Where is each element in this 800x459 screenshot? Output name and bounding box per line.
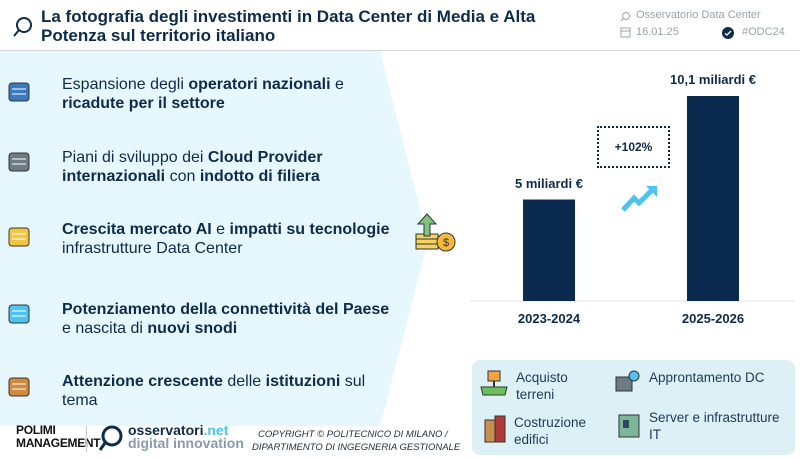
page-title: La fotografia degli investimenti in Data…: [41, 7, 536, 45]
driver-text: e nascita di: [62, 320, 148, 337]
ai-lightbulb-icon: [6, 225, 32, 251]
driver-text: Espansione degli: [62, 76, 189, 93]
bar-data-label: 5 miliardi €: [515, 175, 583, 191]
magnifier-logo-icon: [13, 17, 32, 37]
copyright-line-1: COPYRIGHT © POLITECNICO DI MILANO /: [258, 429, 448, 440]
driver-text: con: [165, 168, 200, 185]
osservatori-logo: osservatori.net digital innovation: [128, 422, 244, 451]
driver-highlight: operatori nazionali: [188, 76, 331, 93]
money-growth-icon: $: [415, 213, 456, 252]
copyright-line-2: DIPARTIMENTO DI INGEGNERIA GESTIONALE: [252, 442, 461, 453]
server-rack-icon: [6, 80, 32, 106]
bar-2025-2026: [687, 96, 739, 301]
date: 16.01.25: [636, 26, 679, 38]
bar-2023-2024: [523, 199, 575, 301]
land-purchase-icon: [480, 370, 508, 396]
legend-item-dc-setup: Approntamento DC: [649, 370, 765, 385]
hashtag[interactable]: #ODC24: [742, 26, 785, 38]
cloud-servers-icon: [6, 150, 32, 176]
legend-item-servers: Server e infrastrutture IT: [649, 410, 780, 442]
trend-up-arrow-icon: [621, 186, 657, 212]
x-tick-label: 2023-2024: [517, 311, 581, 326]
magnifier-small-icon: [620, 12, 630, 22]
driver-highlight: Cloud Provider internazionali: [62, 149, 323, 185]
driver-highlight: impatti su tecnologie: [229, 221, 390, 238]
legend-item-construction: Costruzione edifici: [514, 415, 587, 447]
driver-text: infrastrutture Data Center: [62, 240, 243, 257]
driver-highlight: Attenzione crescente: [62, 373, 223, 390]
driver-highlight: ricadute per il settore: [62, 95, 225, 112]
server-board-icon: [618, 414, 640, 438]
driver-item: Piani di sviluppo dei Cloud Provider int…: [62, 148, 392, 186]
calendar-icon: [620, 27, 631, 38]
observatory-name: Osservatorio Data Center: [636, 9, 761, 21]
legend-item-land: Acquisto terreni: [516, 370, 568, 402]
driver-highlight: indotto di filiera: [199, 168, 320, 185]
svg-text:$: $: [443, 237, 449, 249]
driver-text: sul tema: [62, 373, 366, 409]
driver-item: Attenzione crescente delle istituzioni s…: [62, 372, 392, 410]
investment-bar-chart: [470, 96, 795, 302]
footer-divider: [86, 426, 87, 452]
driver-text: e: [330, 76, 344, 93]
driver-item: Potenziamento della connettività del Pae…: [62, 300, 392, 338]
building-construction-icon: [484, 415, 506, 443]
osservatori-logo-icon: [98, 425, 123, 451]
driver-highlight: Potenziamento della connettività del Pae…: [62, 301, 390, 318]
driver-highlight: nuovi snodi: [147, 320, 238, 337]
driver-text: e: [211, 221, 230, 238]
driver-highlight: Crescita mercato AI: [62, 221, 212, 238]
twitter-icon[interactable]: [722, 27, 734, 39]
bar-data-label: 10,1 miliardi €: [670, 72, 756, 87]
dc-setup-icon: [615, 370, 640, 392]
drivers-panel-background: [0, 51, 428, 426]
driver-item: Espansione degli operatori nazionali e r…: [62, 75, 392, 113]
driver-highlight: istituzioni: [265, 373, 341, 390]
driver-item: Crescita mercato AI e impatti su tecnolo…: [62, 220, 392, 258]
polimi-logo: POLIMI MANAGEMENT: [16, 423, 101, 450]
driver-text: delle: [222, 373, 266, 390]
certificate-stamp-icon: [6, 375, 32, 401]
x-tick-label: 2025-2026: [681, 311, 745, 326]
driver-text: Piani di sviluppo dei: [62, 149, 208, 166]
cloud-network-icon: [6, 302, 32, 328]
growth-annotation: +102%: [597, 126, 670, 168]
header-divider: [0, 50, 800, 51]
